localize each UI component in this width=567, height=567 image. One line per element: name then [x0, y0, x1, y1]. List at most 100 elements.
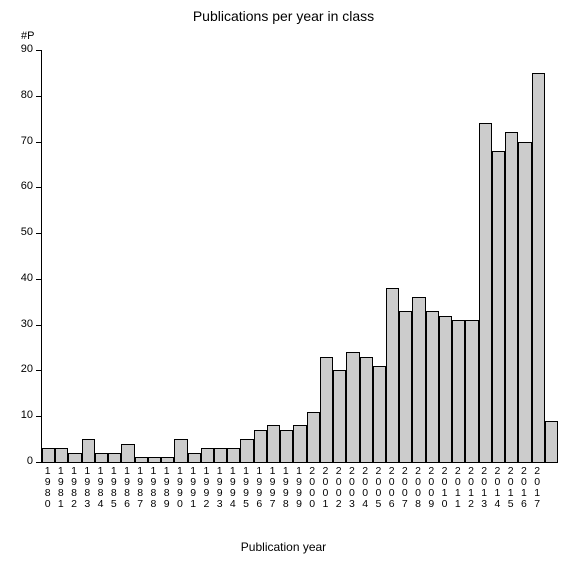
bar: [333, 370, 346, 462]
bar: [479, 123, 492, 462]
x-tick-label: 1984: [94, 466, 107, 510]
x-tick-label: 1983: [81, 466, 94, 510]
y-tick-mark: [36, 462, 41, 463]
bar: [492, 151, 505, 462]
x-tick-label: 1999: [292, 466, 305, 510]
x-tick-label: 2011: [451, 466, 464, 510]
x-tick-label: 1980: [41, 466, 54, 510]
bar: [532, 73, 545, 462]
y-tick-mark: [36, 233, 41, 234]
x-tick-label: 1993: [213, 466, 226, 510]
x-tick-label: 1985: [107, 466, 120, 510]
bar: [108, 453, 121, 462]
x-tick-label: 1998: [279, 466, 292, 510]
x-tick-label: 1986: [120, 466, 133, 510]
x-tick-label: 1989: [160, 466, 173, 510]
x-tick-label: 2003: [345, 466, 358, 510]
bar: [42, 448, 55, 462]
y-tick-label: 50: [11, 226, 33, 238]
bar: [307, 412, 320, 462]
y-tick-label: 30: [11, 318, 33, 330]
bar: [161, 457, 174, 462]
x-tick-label: 1997: [266, 466, 279, 510]
x-tick-label: 2001: [319, 466, 332, 510]
y-tick-label: 70: [11, 135, 33, 147]
x-tick-label: 2008: [411, 466, 424, 510]
bar: [227, 448, 240, 462]
bars-container: [42, 50, 558, 462]
x-tick-label: 2007: [398, 466, 411, 510]
y-tick-label: 60: [11, 180, 33, 192]
bar: [68, 453, 81, 462]
y-tick-mark: [36, 279, 41, 280]
bar: [267, 425, 280, 462]
y-tick-mark: [36, 50, 41, 51]
y-tick-label: 40: [11, 272, 33, 284]
x-tick-label: 2006: [385, 466, 398, 510]
bar: [174, 439, 187, 462]
bar: [360, 357, 373, 462]
y-tick-mark: [36, 370, 41, 371]
bar: [121, 444, 134, 462]
x-tick-label: 2013: [478, 466, 491, 510]
x-tick-label: 2012: [464, 466, 477, 510]
x-tick-label: 2009: [425, 466, 438, 510]
x-tick-label: 1987: [134, 466, 147, 510]
x-tick-label: 2002: [332, 466, 345, 510]
bar: [188, 453, 201, 462]
x-tick-label: 2005: [372, 466, 385, 510]
x-tick-label: 1995: [239, 466, 252, 510]
x-tick-label: 2014: [491, 466, 504, 510]
y-tick-label: 0: [11, 455, 33, 467]
bar: [518, 142, 531, 462]
bar: [320, 357, 333, 462]
x-tick-label: 2010: [438, 466, 451, 510]
y-tick-mark: [36, 416, 41, 417]
y-tick-label: 20: [11, 363, 33, 375]
y-tick-mark: [36, 187, 41, 188]
bar: [82, 439, 95, 462]
bar: [399, 311, 412, 462]
y-tick-mark: [36, 325, 41, 326]
bar: [505, 132, 518, 462]
bar: [280, 430, 293, 462]
x-tick-label: 2016: [517, 466, 530, 510]
bar: [346, 352, 359, 462]
x-tick-label: 2015: [504, 466, 517, 510]
y-axis-label: #P: [21, 30, 34, 42]
bar: [412, 297, 425, 462]
bar: [201, 448, 214, 462]
x-tick-label: 2000: [306, 466, 319, 510]
bar: [254, 430, 267, 462]
bar: [293, 425, 306, 462]
bar: [95, 453, 108, 462]
publications-chart: Publications per year in class #P 0 10 20 3…: [0, 0, 567, 567]
x-tick-label: 1982: [67, 466, 80, 510]
y-tick-label: 80: [11, 89, 33, 101]
x-tick-label: 2004: [359, 466, 372, 510]
chart-title: Publications per year in class: [0, 8, 567, 24]
bar: [439, 316, 452, 462]
x-tick-label: 1994: [226, 466, 239, 510]
bar: [373, 366, 386, 462]
y-tick-label: 10: [11, 409, 33, 421]
bar: [55, 448, 68, 462]
x-axis-label: Publication year: [0, 540, 567, 554]
x-tick-label: 2017: [531, 466, 544, 510]
plot-area: [41, 50, 558, 463]
y-tick-mark: [36, 96, 41, 97]
x-tick-label: 1992: [200, 466, 213, 510]
bar: [426, 311, 439, 462]
bar: [135, 457, 148, 462]
bar: [465, 320, 478, 462]
bar: [386, 288, 399, 462]
x-tick-label: 1981: [54, 466, 67, 510]
bar: [148, 457, 161, 462]
x-tick-label: 1990: [173, 466, 186, 510]
x-tick-label: 1991: [187, 466, 200, 510]
y-tick-label: 90: [11, 43, 33, 55]
bar: [240, 439, 253, 462]
bar: [214, 448, 227, 462]
y-tick-mark: [36, 142, 41, 143]
x-tick-label: 1988: [147, 466, 160, 510]
